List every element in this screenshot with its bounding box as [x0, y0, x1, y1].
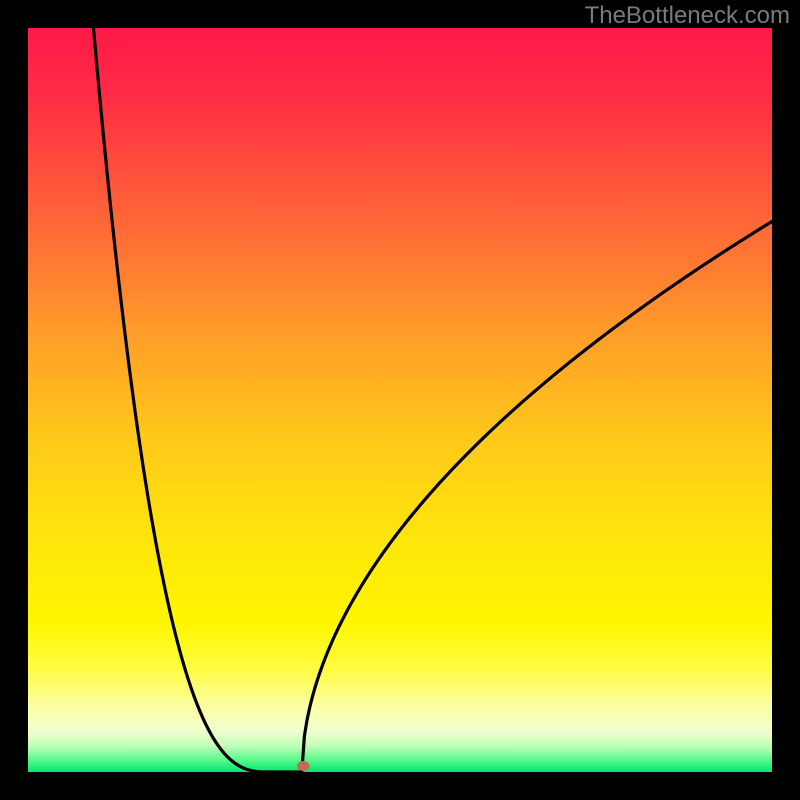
watermark-text: TheBottleneck.com: [585, 2, 790, 30]
plot-area: [28, 28, 772, 772]
optimum-marker: [297, 761, 309, 771]
gradient-background: [28, 28, 772, 772]
plot-svg: [28, 28, 772, 772]
